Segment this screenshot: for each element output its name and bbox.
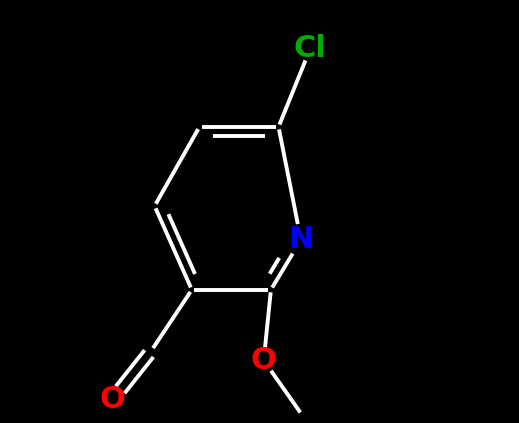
Text: O: O <box>251 346 277 375</box>
Text: Cl: Cl <box>294 34 326 63</box>
Text: N: N <box>288 225 313 254</box>
Text: O: O <box>99 385 125 414</box>
